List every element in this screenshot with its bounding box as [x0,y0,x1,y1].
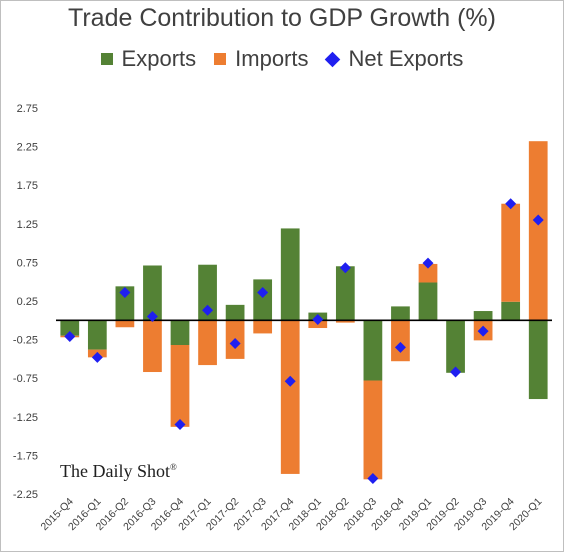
bar-imports [170,345,190,427]
bar-exports [170,320,190,346]
bar-exports [225,304,245,321]
bar-imports [501,203,521,302]
marker-net-exports [339,262,351,274]
bar-exports [280,228,300,321]
bar-exports [253,279,273,321]
bar-exports [391,306,410,321]
watermark-logo: The Daily Shot® [60,461,177,482]
bar-exports [418,282,438,321]
y-tick-label: -1.25 [13,412,38,424]
bar-exports [363,320,383,381]
bar-exports [501,301,521,321]
marker-net-exports [119,287,131,299]
bar-exports [87,320,107,350]
chart-legend: Exports Imports Net Exports [0,46,564,72]
legend-item-net-exports: Net Exports [324,46,464,72]
bar-exports [335,266,355,321]
y-tick-label: -2.25 [13,489,38,501]
bar-imports [335,320,355,323]
marker-net-exports [146,310,158,322]
bar-imports [198,320,217,366]
bar-imports [280,320,300,474]
bar-imports [363,380,383,480]
marker-net-exports [532,214,544,226]
bar-exports [115,286,135,321]
y-tick-label: -0.75 [13,373,38,385]
marker-net-exports [477,325,489,337]
marker-net-exports [284,375,296,387]
bar-imports [418,263,438,283]
legend-swatch-imports [214,53,227,65]
y-tick-label: 0.25 [17,296,38,308]
marker-net-exports [202,304,214,316]
legend-item-exports: Exports [100,46,197,72]
legend-item-imports: Imports [214,46,309,72]
bar-exports [473,311,493,321]
watermark-mark: ® [170,462,177,472]
bar-imports [528,141,548,321]
y-tick-label: -0.25 [13,335,38,347]
marker-net-exports [394,341,406,353]
legend-label-net-exports: Net Exports [348,46,464,71]
watermark-text: The Daily Shot [60,461,170,481]
chart-title: Trade Contribution to GDP Growth (%) [68,4,496,32]
marker-net-exports [505,198,517,210]
marker-net-exports [64,331,76,343]
bar-imports [143,320,162,373]
bar-exports [60,320,80,336]
marker-net-exports [312,314,324,326]
y-tick-label: 0.75 [17,257,38,269]
marker-net-exports [257,287,269,299]
bar-imports [391,320,410,362]
legend-label-exports: Exports [121,46,197,71]
marker-net-exports [174,419,186,431]
y-tick-label: -1.75 [13,450,38,462]
bar-imports [115,320,135,328]
y-tick-label: 1.75 [17,180,38,192]
marker-net-exports [91,351,103,363]
marker-net-exports [367,473,379,485]
legend-swatch-exports [100,53,113,65]
y-tick-label: 2.75 [17,103,38,115]
bar-exports [446,320,465,373]
y-tick-label: 2.25 [17,142,38,154]
marker-net-exports [229,337,241,349]
y-tick-label: 1.25 [17,219,38,231]
bar-exports [198,264,217,321]
marker-net-exports [422,257,434,269]
bar-imports [253,320,273,334]
marker-net-exports [450,366,462,378]
bar-exports [528,320,548,400]
bar-exports [143,265,162,321]
legend-label-imports: Imports [235,46,309,71]
